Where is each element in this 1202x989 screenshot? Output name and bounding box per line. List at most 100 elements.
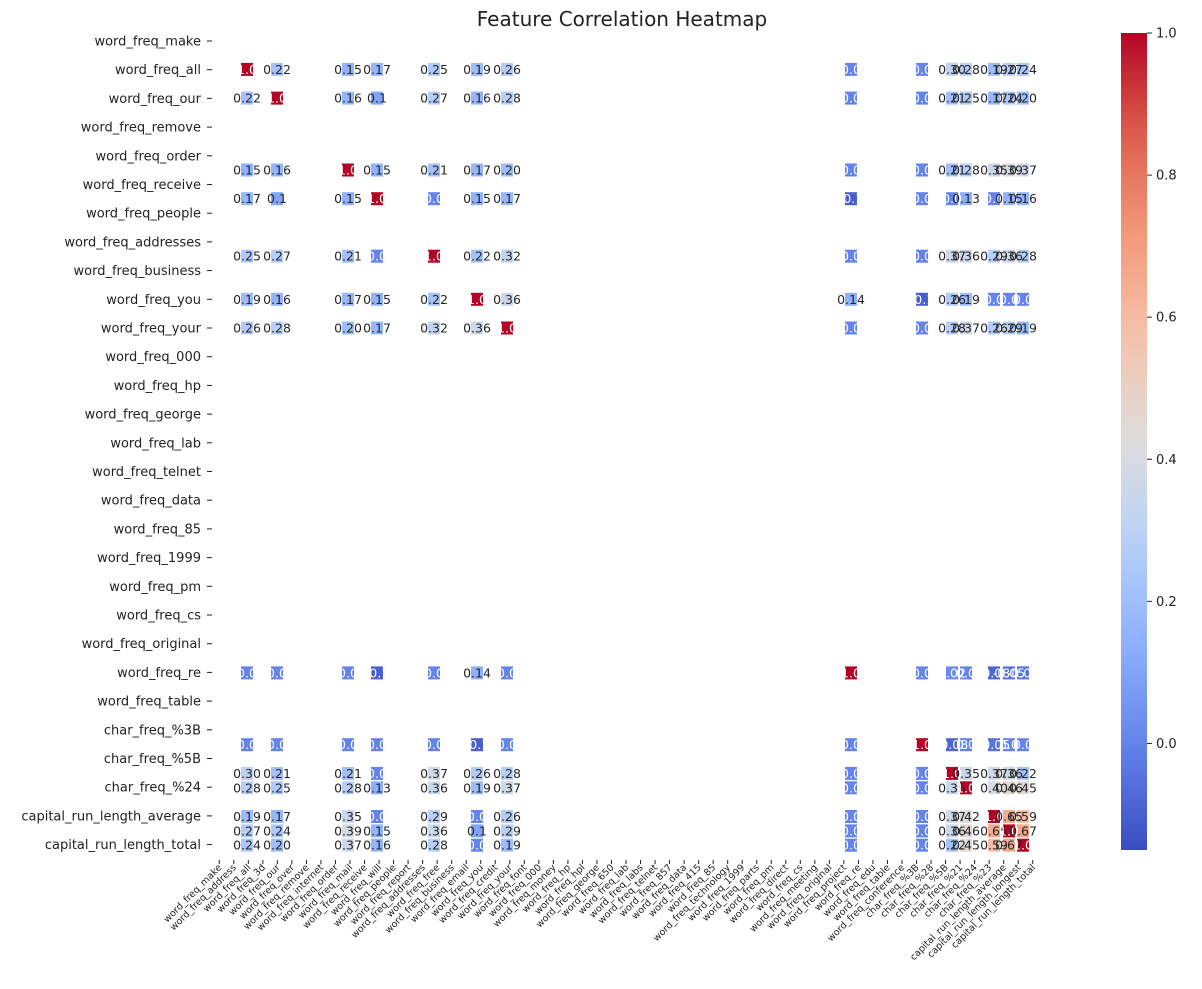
cell-value-label: 0.16 bbox=[334, 91, 362, 106]
heatmap-cell bbox=[1017, 192, 1029, 206]
cell-value-label: -0.05 bbox=[1007, 665, 1039, 680]
heatmap-cell bbox=[946, 781, 958, 795]
heatmap-cell bbox=[342, 292, 354, 306]
y-tick-label: word_freq_1999 bbox=[97, 551, 201, 566]
cell-value-label: 0.0 bbox=[367, 249, 387, 264]
heatmap-cell bbox=[960, 91, 972, 105]
heatmap-cell bbox=[271, 738, 283, 752]
cell-value-label: 0.36 bbox=[995, 249, 1023, 264]
heatmap-cell bbox=[988, 249, 1000, 263]
heatmap-cell bbox=[946, 824, 958, 838]
y-tick-label: word_freq_85 bbox=[114, 522, 201, 537]
cell-value-label: 0.0 bbox=[841, 321, 861, 336]
heatmap-cell bbox=[946, 666, 958, 680]
cell-value-label: 0.30 bbox=[938, 62, 966, 77]
heatmap-cell bbox=[988, 163, 1000, 177]
heatmap-cell bbox=[271, 838, 283, 852]
heatmap-cell bbox=[428, 810, 440, 823]
heatmap-cell bbox=[916, 163, 928, 177]
heatmap-cell bbox=[845, 249, 857, 263]
cell-value-label: 0.20 bbox=[493, 163, 521, 178]
cell-value-label: -0.1 bbox=[465, 737, 489, 752]
y-tick-label: word_freq_data bbox=[101, 494, 201, 509]
cell-value-label: 0.0 bbox=[497, 665, 517, 680]
heatmap-cell bbox=[1017, 838, 1029, 852]
y-tick-label: capital_run_length_average bbox=[21, 809, 201, 824]
cell-value-label: 0.13 bbox=[363, 780, 391, 795]
heatmap-cell bbox=[471, 838, 483, 852]
heatmap-cell bbox=[1017, 666, 1029, 680]
heatmap-cell bbox=[501, 838, 513, 852]
y-tick-label: word_freq_receive bbox=[83, 178, 201, 193]
heatmap-cell bbox=[342, 738, 354, 752]
cell-value-label: -0.08 bbox=[936, 737, 968, 752]
heatmap-cell bbox=[428, 824, 440, 838]
cell-value-label: 0.0 bbox=[912, 249, 932, 264]
cell-value-label: 0.16 bbox=[1009, 191, 1037, 206]
cell-value-label: 0.37 bbox=[952, 321, 980, 336]
heatmap-cell bbox=[241, 738, 253, 752]
cell-value-label: 0.1 bbox=[367, 91, 387, 106]
heatmap-cell bbox=[428, 666, 440, 680]
cell-value-label: 0.0 bbox=[999, 292, 1019, 307]
cell-value-label: 0.0 bbox=[467, 809, 487, 824]
heatmap-cell bbox=[1003, 781, 1015, 795]
cell-value-label: 0.37 bbox=[980, 766, 1008, 781]
heatmap-cell bbox=[1003, 838, 1015, 852]
heatmap-cell bbox=[960, 838, 972, 852]
cell-value-label: 0.39 bbox=[995, 163, 1023, 178]
heatmap-cell bbox=[501, 192, 513, 206]
heatmap-cell bbox=[988, 321, 1000, 335]
heatmap-cell bbox=[946, 292, 958, 306]
heatmap-cell bbox=[501, 824, 513, 838]
cell-value-label: 0.21 bbox=[334, 249, 362, 264]
heatmap-cell bbox=[946, 838, 958, 852]
y-tick-label: word_freq_cs bbox=[116, 609, 201, 624]
cell-value-label: 0.0 bbox=[424, 665, 444, 680]
cell-value-label: 1.0 bbox=[912, 737, 932, 752]
heatmap-cell bbox=[342, 810, 354, 823]
y-tick-label: word_freq_addresses bbox=[64, 235, 201, 250]
y-tick-label: capital_run_length_total bbox=[45, 838, 201, 853]
y-tick-label: word_freq_order bbox=[95, 149, 201, 164]
cell-value-label: 0.15 bbox=[334, 191, 362, 206]
cell-value-label: 0.20 bbox=[1009, 91, 1037, 106]
cell-value-label: 0.0 bbox=[367, 766, 387, 781]
cell-value-label: 0.59 bbox=[1009, 809, 1037, 824]
heatmap-cell bbox=[988, 738, 1000, 752]
heatmap-cell bbox=[501, 781, 513, 795]
heatmap-cell bbox=[845, 738, 857, 752]
y-tick-label: word_freq_our bbox=[109, 92, 202, 107]
cell-value-label: 0.37 bbox=[938, 249, 966, 264]
cell-value-label: 0.0 bbox=[912, 766, 932, 781]
cell-value-label: 0.14 bbox=[463, 665, 491, 680]
cell-value-label: 0.19 bbox=[952, 292, 980, 307]
heatmap-cell bbox=[342, 163, 354, 177]
heatmap-cell bbox=[371, 838, 383, 852]
heatmap-cell bbox=[241, 824, 253, 838]
cell-value-label: 0.0 bbox=[338, 737, 358, 752]
heatmap-cell bbox=[946, 810, 958, 823]
heatmap-cell bbox=[988, 91, 1000, 105]
heatmap-cell bbox=[241, 192, 253, 206]
heatmap-cell bbox=[960, 192, 972, 206]
heatmap-cell bbox=[845, 292, 857, 306]
heatmap-cell bbox=[916, 321, 928, 335]
heatmap-cell bbox=[241, 766, 253, 780]
cell-value-label: 0.28 bbox=[952, 62, 980, 77]
cell-value-label: 0.29 bbox=[420, 809, 448, 824]
cell-value-label: 0.39 bbox=[334, 823, 362, 838]
cell-value-label: 0.22 bbox=[263, 62, 291, 77]
heatmap-cell bbox=[845, 163, 857, 177]
y-tick-label: char_freq_%3B bbox=[104, 723, 201, 738]
heatmap-cell bbox=[342, 91, 354, 105]
cell-value-label: 0.26 bbox=[493, 809, 521, 824]
cell-value-label: 0.29 bbox=[995, 321, 1023, 336]
cell-value-label: 1.0 bbox=[497, 321, 517, 336]
heatmap-cell bbox=[501, 249, 513, 263]
colorbar-tick-label: 0.2 bbox=[1156, 595, 1177, 610]
cell-value-label: 0.67 bbox=[995, 838, 1023, 853]
heatmap-cell bbox=[342, 824, 354, 838]
heatmap-cell bbox=[342, 781, 354, 795]
